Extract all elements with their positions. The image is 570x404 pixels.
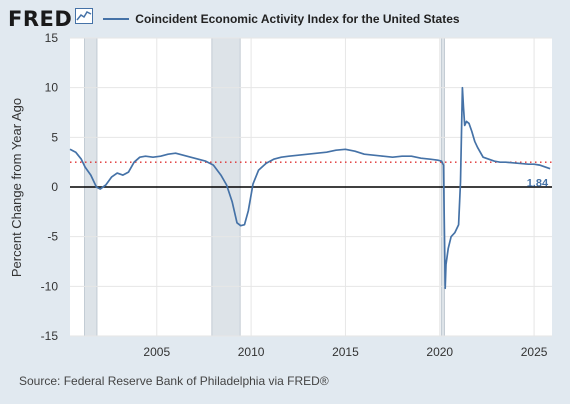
x-tick-label: 2015	[332, 345, 359, 359]
legend: Coincident Economic Activity Index for t…	[103, 12, 460, 26]
y-tick-label: 15	[45, 31, 59, 45]
x-tick-label: 2005	[143, 345, 170, 359]
source-note: Source: Federal Reserve Bank of Philadel…	[19, 374, 329, 388]
y-axis-label-wrap: Percent Change from Year Ago	[2, 40, 32, 335]
series-line	[69, 86, 551, 290]
y-tick-label: -10	[41, 279, 59, 293]
chart-header: FRED Coincident Economic Activity Index …	[8, 4, 460, 34]
x-tick-label: 2025	[521, 345, 548, 359]
y-tick-label: -15	[41, 329, 59, 343]
y-tick-label: 10	[45, 81, 59, 95]
x-tick-label: 2020	[426, 345, 453, 359]
legend-label: Coincident Economic Activity Index for t…	[135, 12, 460, 26]
y-tick-label: 5	[51, 130, 58, 144]
fred-logo[interactable]: FRED	[8, 7, 73, 31]
y-axis-label: Percent Change from Year Ago	[9, 97, 25, 278]
y-tick-label: 0	[51, 180, 58, 194]
last-value-label: 1.84	[527, 178, 549, 190]
x-tick-label: 2010	[238, 345, 265, 359]
legend-swatch	[103, 18, 130, 20]
trend-line-icon	[75, 7, 94, 29]
y-tick-label: -5	[47, 230, 58, 244]
